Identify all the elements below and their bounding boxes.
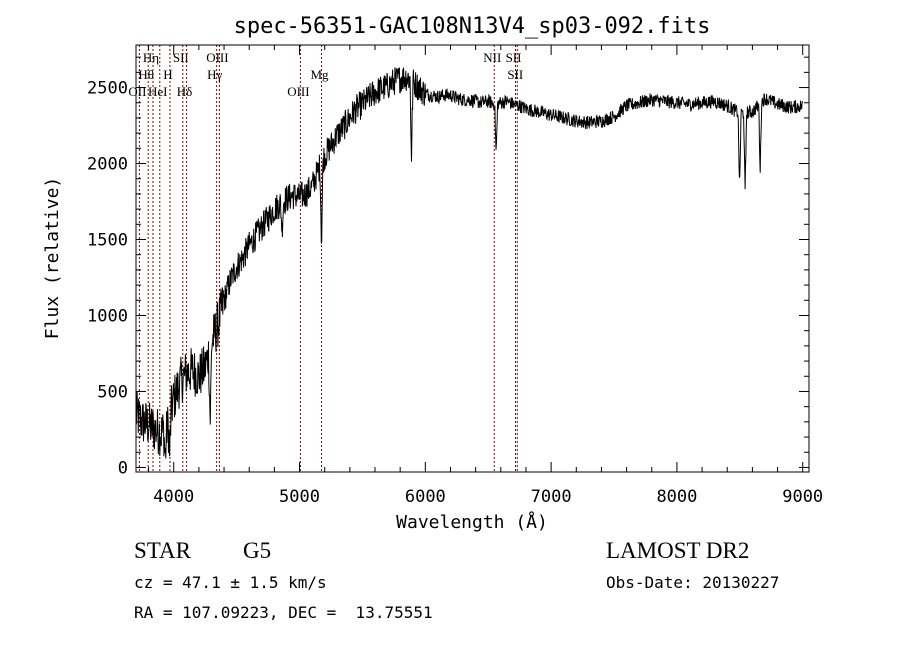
y-tick-label: 1500 <box>87 231 128 251</box>
x-axis-label: Wavelength (Å) <box>396 511 548 533</box>
axis-tick-labels: 4000 5000 6000 7000 8000 9000 0 500 1000 1500 2000… <box>87 79 823 507</box>
marker-label: SII <box>173 50 189 65</box>
x-tick-label: 5000 <box>279 487 320 507</box>
y-tick-label: 2000 <box>87 155 128 175</box>
marker-label: OII <box>128 84 146 99</box>
marker-label: SII <box>506 50 522 65</box>
spectrum-line <box>135 67 803 459</box>
x-tick-label: 8000 <box>656 487 697 507</box>
chart-title: spec-56351-GAC108N13V4_sp03-092.fits <box>234 14 711 39</box>
plot-frame <box>135 44 810 473</box>
y-tick-label: 2500 <box>87 79 128 99</box>
marker-label: SII <box>507 67 523 82</box>
survey-name: LAMOST DR2 <box>606 538 750 563</box>
x-tick-label: 7000 <box>531 487 572 507</box>
marker-label: OIII <box>206 50 228 65</box>
y-tick-label: 0 <box>118 458 128 478</box>
y-axis-label: Flux (relative) <box>42 177 63 340</box>
y-tick-label: 1000 <box>87 306 128 326</box>
y-tick-label: 500 <box>97 382 128 402</box>
marker-label: OIII <box>287 84 309 99</box>
marker-label: Hδ <box>177 84 193 99</box>
coordinates: RA = 107.09223, DEC = 13.75551 <box>134 603 433 622</box>
marker-label: Mg <box>311 67 330 82</box>
object-class: STAR <box>134 538 191 563</box>
object-subclass: G5 <box>243 538 272 563</box>
marker-label: Hγ <box>207 67 222 82</box>
observation-date: Obs-Date: 20130227 <box>606 573 780 592</box>
redshift-velocity: cz = 47.1 ± 1.5 km/s <box>134 573 327 592</box>
axis-ticks <box>136 45 809 472</box>
marker-label: Hη <box>143 50 159 65</box>
marker-label: NII <box>483 50 501 65</box>
x-tick-label: 6000 <box>405 487 446 507</box>
x-tick-label: 9000 <box>782 487 823 507</box>
marker-label: H <box>163 67 172 82</box>
marker-label: HeI <box>148 84 168 99</box>
x-tick-label: 4000 <box>153 487 194 507</box>
marker-label: Hθ <box>138 67 154 82</box>
